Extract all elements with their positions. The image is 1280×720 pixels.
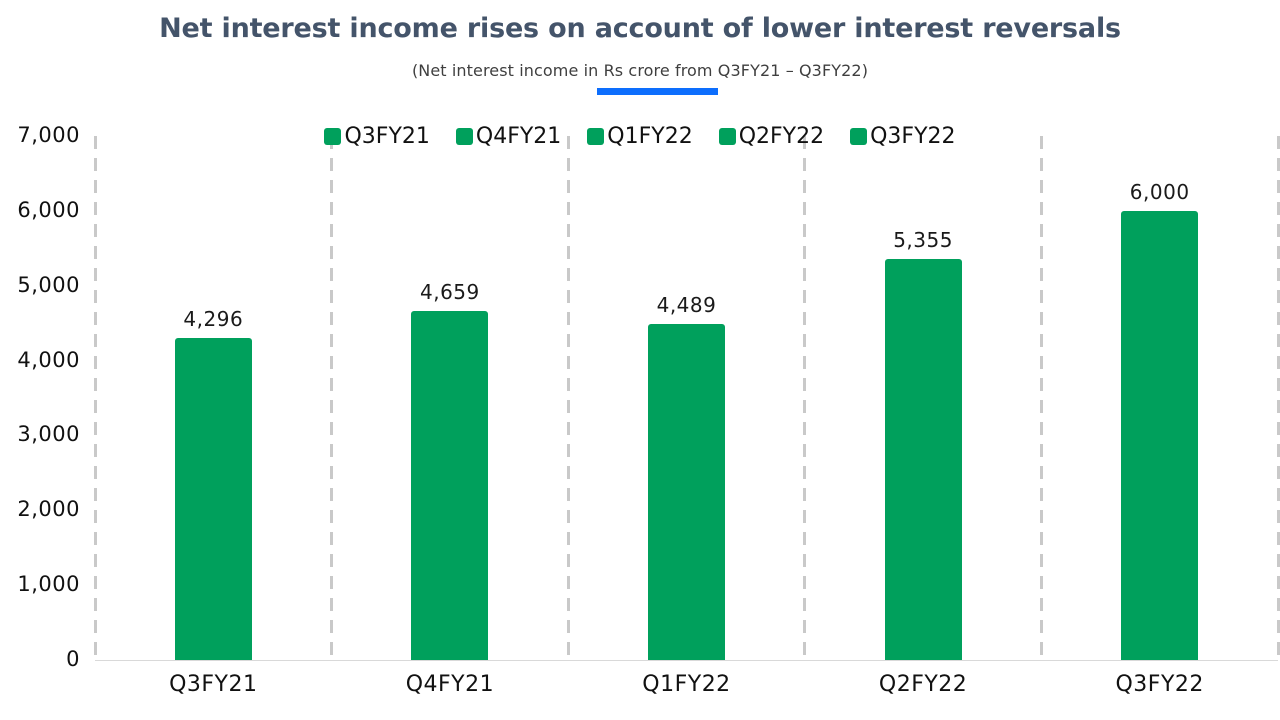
bar-value-label: 6,000: [1129, 180, 1190, 204]
legend-item-q4fy21: Q4FY21: [455, 123, 562, 149]
y-axis-tick-labels: 0 1,000 2,000 3,000 4,000 5,000 6,000 7,000: [0, 123, 80, 671]
x-axis-category-labels: Q3FY21 Q4FY21 Q1FY22 Q2FY22 Q3FY22: [95, 672, 1278, 706]
y-tick-label: 5,000: [17, 272, 80, 297]
x-category-label-q3fy21: Q3FY21: [169, 672, 258, 697]
bar-value-label: 4,489: [656, 293, 717, 317]
vertical-gridline: [330, 136, 334, 660]
legend-label: Q1FY22: [607, 123, 693, 149]
subtitle-accent-underline: [597, 88, 718, 95]
vertical-gridline: [566, 136, 570, 660]
legend-item-q1fy22: Q1FY22: [587, 123, 693, 149]
legend-swatch-icon: [455, 127, 473, 145]
chart-title: Net interest income rises on account of …: [159, 13, 1121, 44]
chart-subtitle: (Net interest income in Rs crore from Q3…: [411, 61, 869, 80]
vertical-gridline: [803, 136, 807, 660]
bar-q1fy22: [648, 324, 725, 660]
legend-item-q3fy21: Q3FY21: [324, 123, 430, 149]
bar-value-label: 4,296: [183, 307, 244, 331]
x-category-label-q3fy22: Q3FY22: [1115, 672, 1204, 697]
legend-swatch-icon: [718, 127, 736, 145]
legend-item-q2fy22: Q2FY22: [718, 123, 825, 149]
bar-q4fy21: [411, 311, 489, 660]
bar-q3fy22: [1121, 211, 1199, 660]
vertical-gridline: [1276, 136, 1280, 660]
legend-item-q3fy22: Q3FY22: [850, 123, 956, 149]
vertical-gridline: [93, 136, 97, 660]
plot-area: 4,296 4,659 4,489 5,355 6,000: [93, 136, 1280, 661]
y-tick-label: 0: [66, 647, 80, 671]
y-tick-label: 6,000: [17, 197, 80, 222]
y-tick-label: 7,000: [17, 123, 80, 147]
bar-q2fy22: [884, 259, 962, 660]
legend-label: Q2FY22: [738, 123, 825, 149]
y-tick-label: 2,000: [17, 497, 80, 522]
legend-label: Q3FY21: [344, 123, 430, 149]
y-tick-label: 4,000: [17, 347, 80, 372]
y-tick-label: 3,000: [17, 422, 80, 447]
vertical-gridline: [1039, 136, 1043, 660]
bar-q3fy21: [174, 338, 252, 660]
legend-label: Q4FY21: [475, 123, 562, 149]
x-category-label-q4fy21: Q4FY21: [405, 672, 495, 697]
bar-value-label: 5,355: [893, 228, 953, 252]
legend-label: Q3FY22: [870, 123, 956, 149]
chart-legend: Q3FY21 Q4FY21 Q1FY22 Q2FY22 Q3FY22: [0, 123, 1280, 149]
y-tick-label: 1,000: [17, 572, 80, 597]
legend-swatch-icon: [587, 127, 605, 145]
legend-swatch-icon: [850, 127, 868, 145]
x-category-label-q2fy22: Q2FY22: [878, 672, 968, 697]
bar-value-label: 4,659: [420, 280, 480, 304]
x-axis-line: [95, 660, 1278, 661]
legend-swatch-icon: [324, 127, 342, 145]
x-category-label-q1fy22: Q1FY22: [642, 672, 731, 697]
